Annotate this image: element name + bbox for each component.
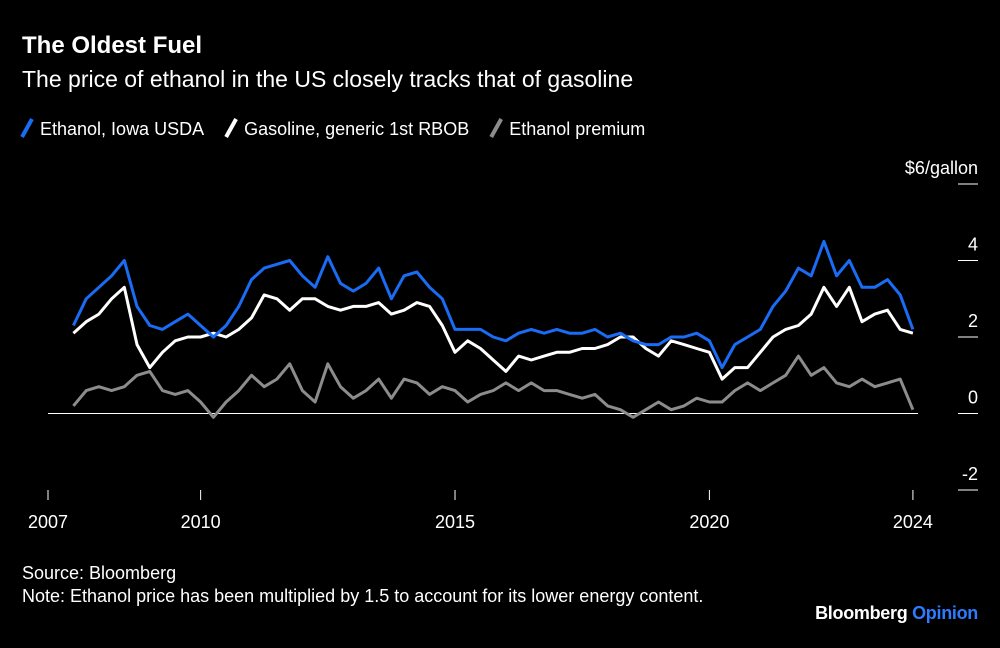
source: Source: Bloomberg bbox=[22, 563, 177, 583]
brand: Bloomberg Opinion bbox=[815, 603, 978, 624]
chart-subtitle: The price of ethanol in the US closely t… bbox=[22, 66, 634, 92]
brand-sub: Opinion bbox=[912, 603, 978, 623]
y-tick-label: 0 bbox=[968, 388, 978, 408]
legend-label: Ethanol, Iowa USDA bbox=[40, 119, 204, 139]
series-line bbox=[72, 239, 915, 370]
legend-swatch bbox=[224, 118, 238, 138]
legend-label: Gasoline, generic 1st RBOB bbox=[244, 119, 469, 139]
y-tick-label: 2 bbox=[968, 311, 978, 331]
y-tick-label: 4 bbox=[968, 235, 978, 255]
x-tick-label: 2020 bbox=[689, 512, 729, 532]
legend-swatch bbox=[489, 118, 503, 138]
x-tick-label: 2007 bbox=[28, 512, 68, 532]
brand-name: Bloomberg bbox=[815, 603, 908, 623]
legend-swatch bbox=[20, 118, 34, 138]
x-tick-label: 2024 bbox=[893, 512, 933, 532]
chart-title: The Oldest Fuel bbox=[22, 32, 203, 59]
note: Note: Ethanol price has been multiplied … bbox=[22, 586, 704, 606]
series-line bbox=[72, 354, 915, 419]
y-tick-label: $6/gallon bbox=[905, 158, 978, 178]
y-tick-label: -2 bbox=[962, 464, 978, 484]
legend-label: Ethanol premium bbox=[509, 119, 645, 139]
chart: Ethanol, Iowa USDA Gasoline, generic 1st … bbox=[20, 118, 978, 532]
x-tick-label: 2010 bbox=[181, 512, 221, 532]
x-tick-label: 2015 bbox=[435, 512, 475, 532]
series-line bbox=[72, 285, 914, 381]
